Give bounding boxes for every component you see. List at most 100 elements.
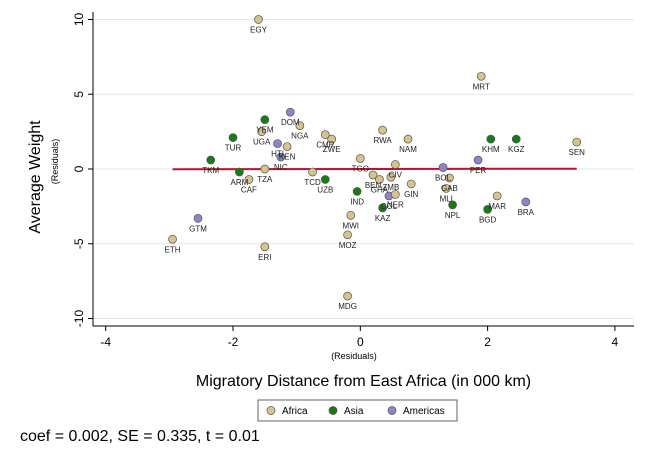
fit-line-group	[172, 167, 577, 171]
point-label: ARM	[230, 178, 248, 187]
point-label: NER	[387, 200, 404, 209]
y-tick-label: 10	[72, 12, 86, 26]
data-point	[260, 115, 270, 125]
x-axis-title: Migratory Distance from East Africa (in …	[196, 373, 531, 390]
point-label: PER	[470, 166, 487, 175]
data-point	[378, 125, 387, 135]
point-label: UGA	[253, 138, 271, 147]
data-point	[260, 164, 270, 174]
data-point	[295, 121, 305, 130]
data-point	[352, 187, 362, 196]
point-label: BRA	[518, 208, 535, 217]
point-label: RWA	[373, 136, 392, 145]
point-label: TUR	[225, 144, 242, 153]
point-label: ZMB	[382, 183, 399, 192]
data-point	[441, 184, 451, 193]
point-label: ETH	[165, 245, 181, 254]
data-point	[406, 179, 416, 189]
y-tick-label: 5	[72, 91, 86, 98]
legend-label: Africa	[282, 406, 308, 417]
point-label: MLI	[440, 194, 453, 203]
legend-label: Asia	[344, 406, 364, 417]
data-point	[193, 213, 203, 223]
point-label: MOZ	[339, 241, 357, 250]
x-axis-subtitle: (Residuals)	[331, 351, 377, 361]
point-label: KGZ	[508, 145, 525, 154]
point-label: YEM	[256, 126, 274, 135]
data-point	[438, 163, 448, 172]
point-label: TGO	[352, 165, 369, 174]
data-point	[403, 134, 413, 144]
y-axis-subtitle: (Residuals)	[50, 139, 60, 185]
x-tick-label: 4	[612, 335, 619, 349]
data-point	[390, 190, 400, 199]
point-label: TKM	[202, 166, 219, 175]
legend: Africa Asia Americas	[257, 399, 458, 422]
point-label: EGY	[250, 25, 268, 34]
point-label: BEN	[365, 181, 382, 190]
legend-box	[257, 399, 458, 422]
data-point	[228, 133, 238, 142]
y-axis-title: Average Weight	[27, 120, 44, 234]
data-point	[244, 175, 254, 184]
data-point	[492, 191, 502, 201]
point-label: BOL	[435, 174, 452, 183]
x-tick-label: -2	[228, 335, 239, 349]
data-point	[486, 134, 496, 144]
y-tick-label: -5	[72, 238, 86, 249]
legend-marker	[328, 406, 338, 415]
point-label: ZWE	[323, 145, 341, 154]
data-point	[483, 205, 492, 214]
point-label: KAZ	[375, 214, 391, 223]
data-point	[320, 175, 330, 184]
point-label: HTI	[271, 150, 284, 159]
y-tick-label: -10	[72, 310, 86, 328]
fit-line	[172, 167, 577, 171]
x-tick-label: 2	[484, 335, 491, 349]
point-label: BGD	[479, 215, 497, 224]
point-label: GTM	[189, 224, 207, 233]
point-label: GIN	[404, 190, 418, 199]
data-point	[320, 130, 330, 139]
data-point	[346, 211, 356, 220]
point-label: NPL	[445, 211, 461, 220]
point-label: MWI	[343, 221, 359, 230]
data-point	[327, 134, 337, 144]
point-label: ERI	[258, 253, 271, 262]
point-label: CMR	[316, 141, 334, 150]
x-tick-label: -4	[100, 335, 111, 349]
data-point	[473, 155, 483, 165]
data-point	[390, 160, 400, 169]
legend-marker	[266, 406, 276, 415]
data-point	[285, 107, 295, 117]
x-tick-label: 0	[357, 335, 364, 349]
data-point	[368, 170, 378, 180]
point-label: CAF	[241, 185, 257, 194]
point-label: COL	[381, 202, 398, 211]
axes: -10 -5 0 5 10 -4 -2 0 2 4	[72, 12, 634, 349]
y-tick-label: 0	[72, 165, 86, 172]
regression-note: coef = 0.002, SE = 0.335, t = 0.01	[20, 428, 260, 445]
point-label: MRT	[473, 82, 490, 91]
point-label: KHM	[482, 145, 500, 154]
point-label: DOM	[281, 118, 300, 127]
point-label: TCD	[304, 178, 321, 187]
legend-label: Americas	[403, 406, 445, 417]
point-label: NGA	[291, 132, 309, 141]
point-label: MDG	[338, 302, 357, 311]
point-label: KEN	[279, 153, 296, 162]
data-point	[254, 15, 263, 24]
data-point	[572, 137, 582, 147]
data-points	[168, 15, 582, 301]
point-label: NIC	[274, 163, 288, 172]
data-point	[448, 200, 457, 210]
point-label: IND	[350, 197, 364, 206]
point-label: CIV	[389, 171, 403, 180]
data-point	[343, 230, 352, 240]
data-point	[355, 154, 365, 163]
point-label: UZB	[317, 185, 333, 194]
point-label: SEN	[568, 148, 585, 157]
data-point	[378, 203, 387, 213]
data-point	[168, 234, 177, 244]
point-label: NAM	[399, 145, 417, 154]
